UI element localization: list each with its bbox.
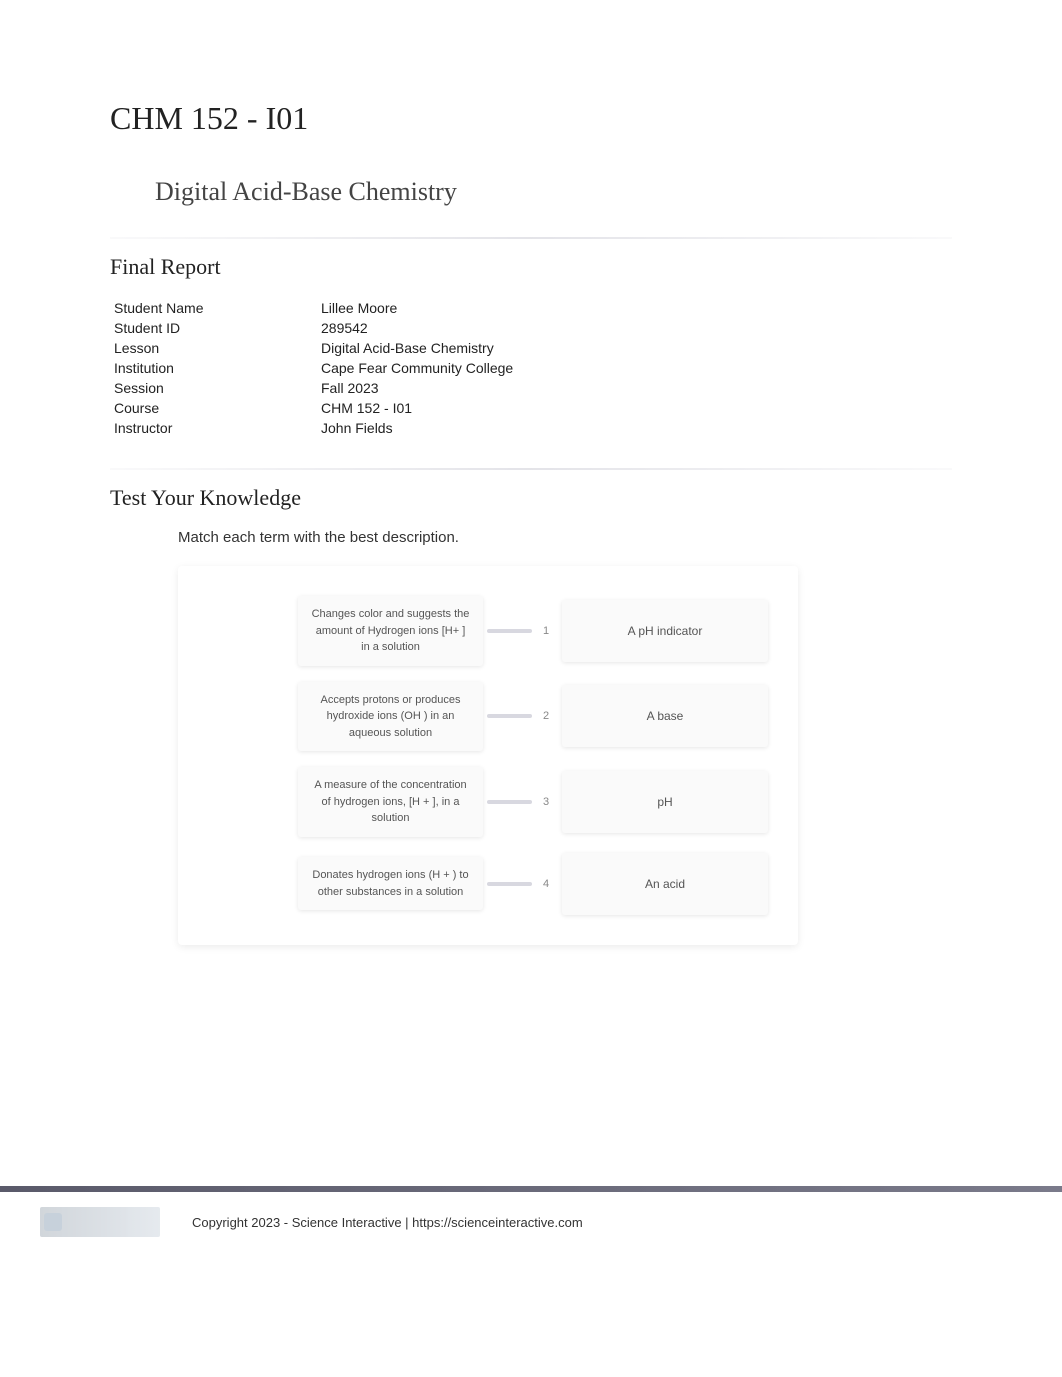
match-connector <box>487 800 532 804</box>
question-text: Match each term with the best descriptio… <box>178 529 952 546</box>
info-value: CHM 152 - I01 <box>321 400 412 416</box>
course-title: CHM 152 - I01 <box>110 100 952 137</box>
info-row: Lesson Digital Acid-Base Chemistry <box>110 338 952 358</box>
match-number: 4 <box>536 878 556 890</box>
info-row: Session Fall 2023 <box>110 378 952 398</box>
info-row: Student ID 289542 <box>110 318 952 338</box>
info-row: Student Name Lillee Moore <box>110 298 952 318</box>
info-value: 289542 <box>321 320 368 336</box>
info-label: Student ID <box>114 320 321 336</box>
match-connector <box>487 629 532 633</box>
match-term[interactable]: A pH indicator <box>562 600 768 662</box>
match-description[interactable]: Changes color and suggests the amount of… <box>298 596 483 666</box>
footer-bar <box>0 1186 1062 1192</box>
knowledge-title: Test Your Knowledge <box>110 485 952 511</box>
match-description[interactable]: Donates hydrogen ions (H + ) to other su… <box>298 857 483 910</box>
match-row: A measure of the concentration of hydrog… <box>298 767 768 837</box>
footer-copyright: Copyright 2023 - Science Interactive | h… <box>192 1215 583 1230</box>
info-value: John Fields <box>321 420 393 436</box>
info-value: Fall 2023 <box>321 380 379 396</box>
match-connector <box>487 882 532 886</box>
info-value: Cape Fear Community College <box>321 360 513 376</box>
match-term[interactable]: An acid <box>562 853 768 915</box>
divider <box>110 237 952 239</box>
info-value: Lillee Moore <box>321 300 397 316</box>
footer: Copyright 2023 - Science Interactive | h… <box>0 1207 1062 1237</box>
info-label: Instructor <box>114 420 321 436</box>
report-info-table: Student Name Lillee Moore Student ID 289… <box>110 298 952 438</box>
match-number: 2 <box>536 710 556 722</box>
info-row: Course CHM 152 - I01 <box>110 398 952 418</box>
match-number: 1 <box>536 625 556 637</box>
match-description[interactable]: Accepts protons or produces hydroxide io… <box>298 682 483 752</box>
match-row: Donates hydrogen ions (H + ) to other su… <box>298 853 768 915</box>
info-row: Instructor John Fields <box>110 418 952 438</box>
info-row: Institution Cape Fear Community College <box>110 358 952 378</box>
match-number: 3 <box>536 796 556 808</box>
info-label: Lesson <box>114 340 321 356</box>
match-row: Accepts protons or produces hydroxide io… <box>298 682 768 752</box>
divider <box>110 468 952 470</box>
match-row: Changes color and suggests the amount of… <box>298 596 768 666</box>
match-connector <box>487 714 532 718</box>
lesson-title: Digital Acid-Base Chemistry <box>155 177 952 207</box>
match-term[interactable]: pH <box>562 771 768 833</box>
info-label: Course <box>114 400 321 416</box>
matching-container: Changes color and suggests the amount of… <box>178 566 798 945</box>
info-label: Institution <box>114 360 321 376</box>
footer-logo <box>40 1207 160 1237</box>
info-label: Student Name <box>114 300 321 316</box>
match-term[interactable]: A base <box>562 685 768 747</box>
match-description[interactable]: A measure of the concentration of hydrog… <box>298 767 483 837</box>
info-label: Session <box>114 380 321 396</box>
info-value: Digital Acid-Base Chemistry <box>321 340 494 356</box>
final-report-title: Final Report <box>110 254 952 280</box>
